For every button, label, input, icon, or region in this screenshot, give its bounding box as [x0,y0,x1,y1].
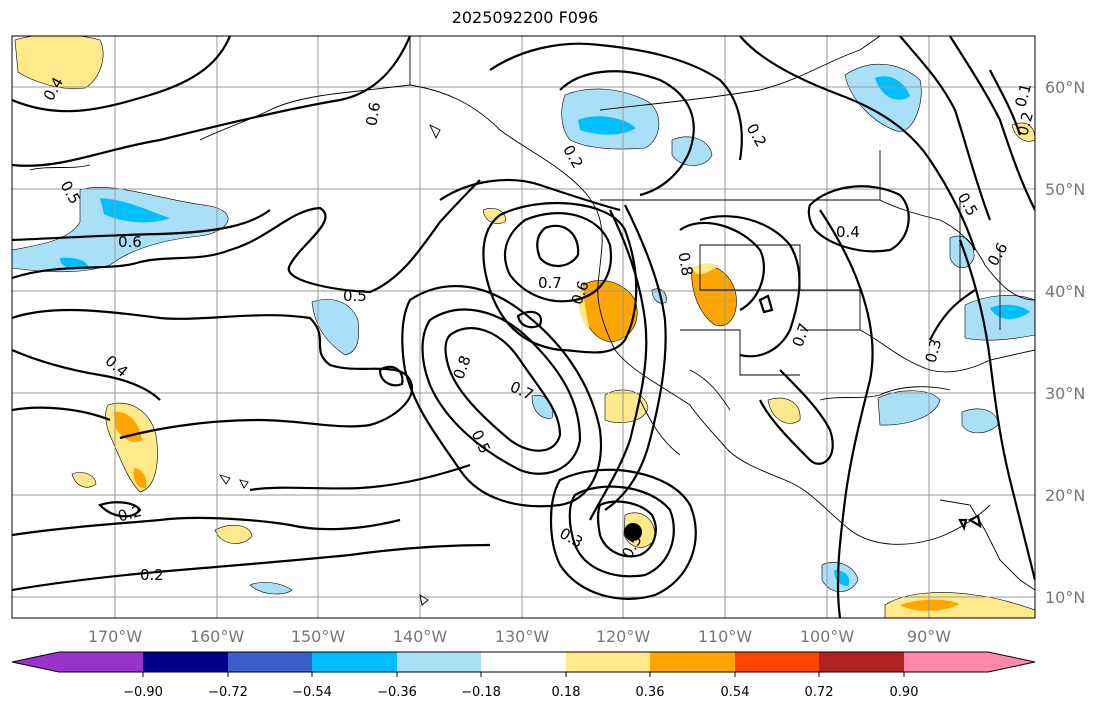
lon-label: 110°W [698,627,753,646]
colorbar-segment [566,652,650,672]
lon-label: 140°W [393,627,448,646]
shade-region [133,468,147,489]
shade-region [877,390,941,426]
colorbar-tick-label: −0.90 [123,685,163,700]
shade-region [12,186,229,273]
colorbar-tick-label: −0.36 [377,685,417,700]
shade-region [767,397,801,424]
colorbar-segment [650,652,735,672]
lon-label: 150°W [291,627,346,646]
shade-region [100,198,170,223]
shade-region [249,581,293,595]
colorbar-segment [904,652,1035,672]
lon-label: 160°W [190,627,245,646]
contour-label: 0.3 [922,337,946,365]
colorbar-tick-label: 0.54 [721,685,750,700]
shade-region [71,472,97,488]
map-frame [11,35,1036,619]
lon-label: 100°W [800,627,855,646]
contour-label: 0.2 [1013,110,1037,138]
lat-label: 20°N [1045,486,1085,505]
shade-region [671,136,713,166]
colorbar-segment [397,652,481,672]
lon-label: 130°W [495,627,550,646]
contour-label: 0.2 [140,566,164,584]
lat-label: 40°N [1045,282,1085,301]
colorbar-tick-label: −0.18 [461,685,501,700]
lat-label: 60°N [1045,78,1085,97]
lon-label: 170°W [88,627,143,646]
colorbar-tick-label: −0.54 [292,685,332,700]
colorbar-tick-label: −0.72 [208,685,248,700]
shade-region [482,208,506,224]
shade-region [900,599,960,611]
tropical-cyclone-marker [624,523,642,541]
contour-label: 0.6 [118,233,142,251]
shade-region [692,263,720,275]
colorbar-segment [312,652,397,672]
shade-region [875,76,910,100]
graticule [12,36,1035,618]
shade-region [578,116,636,135]
contour-label: 0.5 [343,287,367,305]
colorbar-segment [735,652,819,672]
contour-label: 0.4 [836,223,860,241]
shade-region [884,592,1035,618]
lat-label: 50°N [1045,180,1085,199]
colorbar-segment [143,652,228,672]
contour-label: 0.1 [1011,81,1035,109]
coastlines [29,36,1035,606]
lon-label: 90°W [907,627,951,646]
contour-label: 0.6 [362,101,384,128]
contour-label: 0.8 [674,251,696,278]
colorbar: −0.90 −0.72 −0.54 −0.36 −0.18 0.18 0.36 … [11,651,1036,700]
colorbar-segment [12,652,143,672]
shade-region [311,299,359,356]
latitude-labels: 60°N 50°N 40°N 30°N 20°N 10°N [1045,78,1085,607]
lon-label: 120°W [596,627,651,646]
colorbar-segment [228,652,312,672]
colorbar-segment [819,652,904,672]
lat-label: 10°N [1045,588,1085,607]
colorbar-segment [481,652,566,672]
map-panel: 0.4 0.5 0.6 0.5 0.4 0.2 0.2 0.6 0.2 0.2 … [12,36,1037,618]
colorbar-tick-label: 0.36 [636,685,665,700]
shade-region [214,524,253,544]
shade-region [60,257,89,269]
colorbar-tick-label: 0.90 [890,685,919,700]
map-title: 2025092200 F096 [451,8,599,27]
shade-region [14,36,104,90]
shade-region [578,285,590,330]
longitude-labels: 170°W 160°W 150°W 140°W 130°W 120°W 110°… [88,627,951,646]
lat-label: 30°N [1045,384,1085,403]
shade-region [844,63,922,133]
contours [12,36,1035,618]
contour-label: 0.2 [116,502,144,526]
contour-label: 0.7 [538,274,562,292]
colorbar-tick-label: 0.72 [805,685,834,700]
colorbar-tick-label: 0.18 [552,685,581,700]
